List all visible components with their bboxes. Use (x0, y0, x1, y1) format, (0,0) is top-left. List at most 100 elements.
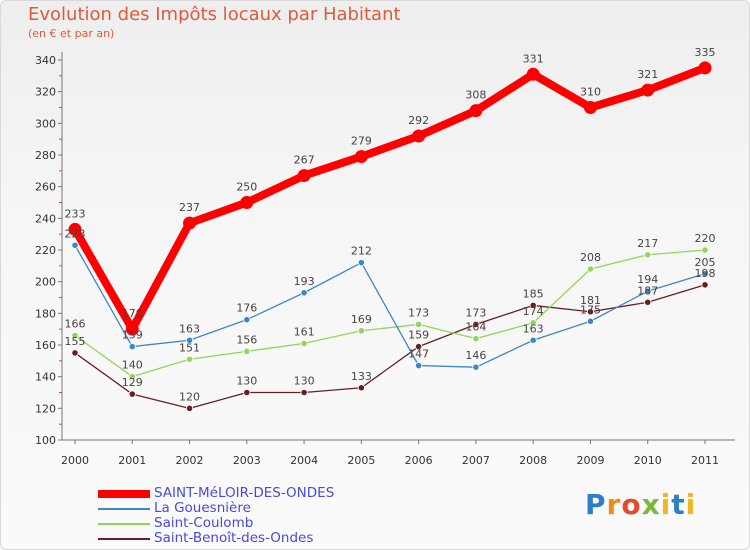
data-label: 194 (637, 273, 658, 286)
data-label: 181 (580, 294, 601, 307)
data-label: 163 (179, 322, 200, 335)
data-point (357, 327, 365, 335)
data-point (644, 298, 652, 306)
data-point (357, 384, 365, 392)
y-tick-label: 140 (35, 371, 56, 384)
data-label: 175 (580, 303, 601, 316)
x-tick-label: 2010 (634, 454, 662, 467)
data-label: 250 (236, 181, 257, 194)
data-point (300, 388, 308, 397)
data-point (68, 222, 82, 236)
data-point (586, 317, 595, 325)
data-point (300, 339, 308, 348)
data-point (297, 169, 311, 183)
data-label: 146 (465, 349, 486, 362)
data-point (128, 373, 136, 381)
series-line-1 (74, 244, 706, 368)
data-point (240, 196, 254, 209)
y-tick-label: 100 (35, 434, 56, 447)
data-point (354, 150, 368, 164)
data-label: 155 (65, 335, 86, 348)
data-point (644, 287, 652, 295)
data-label: 130 (294, 375, 315, 388)
data-label: 193 (294, 275, 315, 288)
data-label: 279 (351, 135, 372, 148)
data-point (469, 104, 483, 118)
chart-subtitle: (en € et par an) (28, 27, 115, 40)
data-label: 166 (65, 318, 86, 331)
data-label: 217 (637, 237, 658, 250)
data-label: 120 (179, 390, 200, 403)
data-point (243, 388, 251, 397)
data-point (701, 246, 709, 254)
legend-label: SAINT-MéLOIR-DES-ONDES (154, 485, 335, 501)
data-label: 185 (523, 287, 544, 300)
data-point (412, 129, 426, 143)
proxiti-logo: Proxiti (585, 488, 697, 521)
y-tick-label: 200 (35, 276, 56, 289)
data-point (586, 265, 595, 273)
legend-swatch (98, 538, 150, 540)
data-point (185, 404, 194, 412)
legend-swatch (98, 490, 150, 498)
data-label: 164 (465, 321, 486, 334)
data-label: 331 (523, 52, 544, 65)
data-label: 267 (294, 154, 315, 167)
data-label: 208 (580, 251, 601, 264)
data-point (243, 316, 251, 324)
legend-swatch (98, 508, 150, 510)
y-tick-label: 240 (35, 212, 56, 225)
y-tick-label: 260 (35, 181, 56, 194)
y-tick-label: 160 (35, 339, 56, 352)
data-point (529, 336, 537, 344)
data-label: 237 (179, 201, 200, 214)
data-label: 173 (465, 306, 486, 319)
data-point (586, 308, 595, 316)
data-label: 308 (465, 89, 486, 102)
data-label: 159 (122, 329, 143, 342)
legend-label: Saint-Benoît-des-Ondes (154, 530, 314, 546)
x-tick-label: 2005 (347, 454, 375, 467)
data-point (472, 320, 480, 329)
data-label: 159 (408, 329, 429, 342)
series-line-0 (71, 63, 709, 334)
y-tick-label: 300 (35, 117, 56, 130)
x-tick-label: 2008 (519, 454, 547, 467)
data-label: 198 (695, 267, 716, 280)
data-point (529, 319, 537, 327)
y-tick-label: 340 (35, 54, 56, 67)
data-label: 321 (637, 68, 658, 81)
series-line-3 (74, 284, 706, 409)
data-point (698, 61, 712, 75)
data-label: 220 (695, 232, 716, 245)
data-label: 205 (695, 256, 716, 269)
data-label: 233 (65, 207, 86, 220)
data-point (185, 336, 194, 344)
x-tick-label: 2006 (405, 454, 433, 467)
data-point (357, 259, 365, 267)
y-tick-label: 180 (35, 307, 56, 320)
data-label: 140 (122, 359, 143, 372)
data-label: 176 (236, 302, 257, 315)
data-point (128, 390, 136, 398)
data-label: 292 (408, 114, 429, 127)
data-point (185, 355, 194, 363)
data-point (71, 331, 79, 340)
data-point (529, 301, 537, 310)
data-point (300, 289, 308, 297)
y-tick-label: 220 (35, 244, 56, 257)
data-point (701, 270, 709, 278)
data-label: 151 (179, 341, 200, 354)
y-tick-label: 320 (35, 86, 56, 99)
legend-swatch (98, 523, 150, 525)
data-label: 173 (408, 306, 429, 319)
data-point (415, 320, 423, 329)
data-label: 174 (523, 305, 544, 318)
data-point (415, 342, 423, 351)
data-label: 212 (351, 245, 372, 258)
data-point (472, 335, 480, 343)
data-label: 133 (351, 370, 372, 383)
data-point (183, 216, 197, 230)
